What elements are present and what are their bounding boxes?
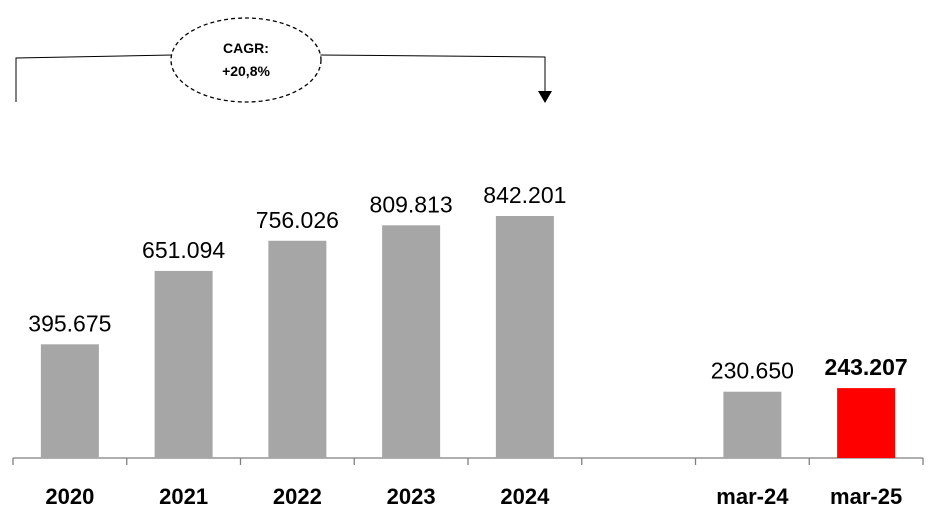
bar-2024	[495, 216, 554, 458]
x-tick-label-2024: 2024	[500, 484, 550, 509]
x-tick-label-2021: 2021	[159, 484, 208, 509]
bar-2021	[154, 270, 213, 458]
data-label-mar-25: 243.207	[825, 354, 908, 380]
x-tick-label-2022: 2022	[273, 484, 322, 509]
cagr-label: CAGR:	[223, 40, 269, 56]
cagr-annotation: CAGR: +20,8%	[15, 17, 552, 103]
cagr-bracket-line-right	[318, 54, 546, 92]
cagr-value: +20,8%	[222, 63, 270, 79]
data-label-2021: 651.094	[142, 237, 225, 263]
bar-mar-25	[837, 388, 896, 458]
bar-2020	[40, 344, 99, 458]
data-label-2020: 395.675	[28, 310, 111, 336]
x-tick-label-mar-24: mar-24	[716, 484, 789, 509]
cagr-bracket-line	[15, 54, 173, 102]
x-tick-labels: 2020 2021 2022 2023 2024 mar-24 mar-25	[45, 484, 902, 509]
x-tick-label-2023: 2023	[387, 484, 436, 509]
x-tick-label-mar-25: mar-25	[830, 484, 902, 509]
cagr-bubble	[170, 17, 322, 103]
data-label-2023: 809.813	[370, 191, 453, 217]
data-label-2022: 756.026	[256, 207, 339, 233]
bar-series	[40, 216, 896, 458]
data-labels: 395.675 651.094 756.026 809.813 842.201 230.6…	[28, 182, 907, 384]
bar-mar-24	[723, 391, 782, 458]
bar-2023	[382, 225, 441, 458]
data-label-2024: 842.201	[483, 182, 566, 208]
x-axis	[12, 457, 924, 465]
cagr-arrow-head	[538, 91, 552, 103]
x-tick-label-2020: 2020	[45, 484, 94, 509]
data-label-mar-24: 230.650	[711, 358, 794, 384]
bar-2022	[268, 240, 327, 458]
